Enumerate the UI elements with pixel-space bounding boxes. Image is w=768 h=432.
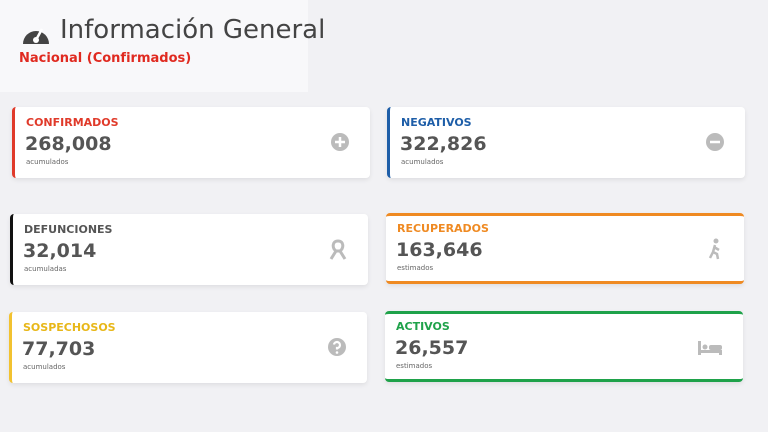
stat-card: CONFIRMADOS 268,008 acumulados xyxy=(12,107,370,178)
dashboard-icon xyxy=(23,28,49,44)
card-note: acumuladas xyxy=(24,265,67,273)
page-subtitle: Nacional (Confirmados) xyxy=(19,51,192,66)
card-note: estimados xyxy=(396,362,433,370)
card-label: RECUPERADOS xyxy=(397,222,489,235)
card-note: acumulados xyxy=(23,363,66,371)
card-value: 77,703 xyxy=(22,338,96,360)
bed-icon xyxy=(698,341,722,355)
walking-icon xyxy=(708,238,720,260)
card-label: SOSPECHOSOS xyxy=(23,321,116,334)
card-value: 32,014 xyxy=(23,240,97,262)
card-value: 163,646 xyxy=(396,239,483,261)
page-title: Información General xyxy=(60,15,326,45)
card-value: 322,826 xyxy=(400,133,487,155)
ribbon-icon xyxy=(329,239,347,260)
stat-card: SOSPECHOSOS 77,703 acumulados xyxy=(9,312,367,383)
stat-card: DEFUNCIONES 32,014 acumuladas xyxy=(10,214,368,285)
card-note: acumulados xyxy=(401,158,444,166)
card-label: ACTIVOS xyxy=(396,320,450,333)
card-value: 268,008 xyxy=(25,133,112,155)
plus-icon xyxy=(331,133,349,151)
card-value: 26,557 xyxy=(395,337,469,359)
stat-card: NEGATIVOS 322,826 acumulados xyxy=(387,107,745,178)
question-icon xyxy=(328,338,346,356)
card-note: acumulados xyxy=(26,158,69,166)
stat-card: ACTIVOS 26,557 estimados xyxy=(385,311,743,382)
header: Información General Nacional (Confirmado… xyxy=(0,0,325,92)
minus-icon xyxy=(706,133,724,151)
stat-card: RECUPERADOS 163,646 estimados xyxy=(386,213,744,284)
card-label: DEFUNCIONES xyxy=(24,223,113,236)
card-note: estimados xyxy=(397,264,434,272)
card-label: CONFIRMADOS xyxy=(26,116,119,129)
card-label: NEGATIVOS xyxy=(401,116,472,129)
